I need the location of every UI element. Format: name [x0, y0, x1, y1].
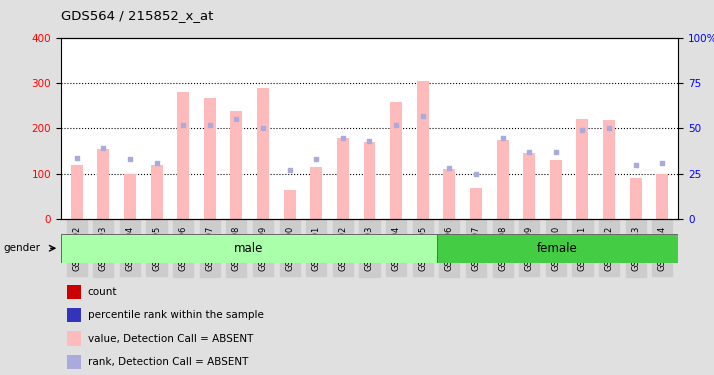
Bar	[67, 355, 81, 369]
Point	[124, 156, 136, 162]
Point	[603, 126, 615, 132]
Point	[471, 171, 482, 177]
Point	[151, 160, 162, 166]
Bar	[67, 308, 81, 322]
Bar	[363, 142, 376, 219]
Bar	[61, 234, 437, 262]
Point	[391, 122, 402, 128]
Bar	[603, 120, 615, 219]
Bar	[437, 234, 678, 262]
Point	[550, 149, 561, 155]
Text: GDS564 / 215852_x_at: GDS564 / 215852_x_at	[61, 9, 213, 22]
Point	[657, 160, 668, 166]
Bar	[417, 81, 428, 219]
Point	[577, 127, 588, 133]
Bar	[470, 188, 482, 219]
Point	[284, 167, 296, 173]
Bar	[443, 170, 456, 219]
Bar	[124, 174, 136, 219]
Bar	[203, 98, 216, 219]
Bar	[67, 332, 81, 346]
Bar	[497, 140, 508, 219]
Bar	[177, 92, 189, 219]
Bar	[257, 88, 269, 219]
Point	[204, 122, 216, 128]
Point	[417, 113, 428, 119]
Text: rank, Detection Call = ABSENT: rank, Detection Call = ABSENT	[88, 357, 248, 367]
Point	[443, 165, 455, 171]
Point	[523, 149, 535, 155]
Point	[630, 162, 641, 168]
Point	[257, 126, 268, 132]
Bar	[337, 138, 349, 219]
Point	[363, 138, 375, 144]
Bar	[576, 119, 588, 219]
Bar	[231, 111, 242, 219]
Point	[71, 154, 82, 160]
Bar	[656, 174, 668, 219]
Point	[337, 135, 348, 141]
Text: male: male	[234, 242, 263, 255]
Bar	[630, 178, 642, 219]
Text: female: female	[537, 242, 578, 255]
Bar	[97, 149, 109, 219]
Point	[98, 146, 109, 152]
Bar	[283, 190, 296, 219]
Text: gender: gender	[4, 243, 41, 253]
Text: percentile rank within the sample: percentile rank within the sample	[88, 310, 263, 320]
Point	[497, 135, 508, 141]
Bar	[390, 102, 402, 219]
Bar	[151, 165, 163, 219]
Bar	[523, 153, 536, 219]
Bar	[550, 160, 562, 219]
Bar	[67, 285, 81, 299]
Text: value, Detection Call = ABSENT: value, Detection Call = ABSENT	[88, 333, 253, 344]
Text: count: count	[88, 287, 117, 297]
Bar	[311, 167, 322, 219]
Point	[311, 156, 322, 162]
Point	[178, 122, 189, 128]
Point	[231, 116, 242, 122]
Bar	[71, 165, 83, 219]
